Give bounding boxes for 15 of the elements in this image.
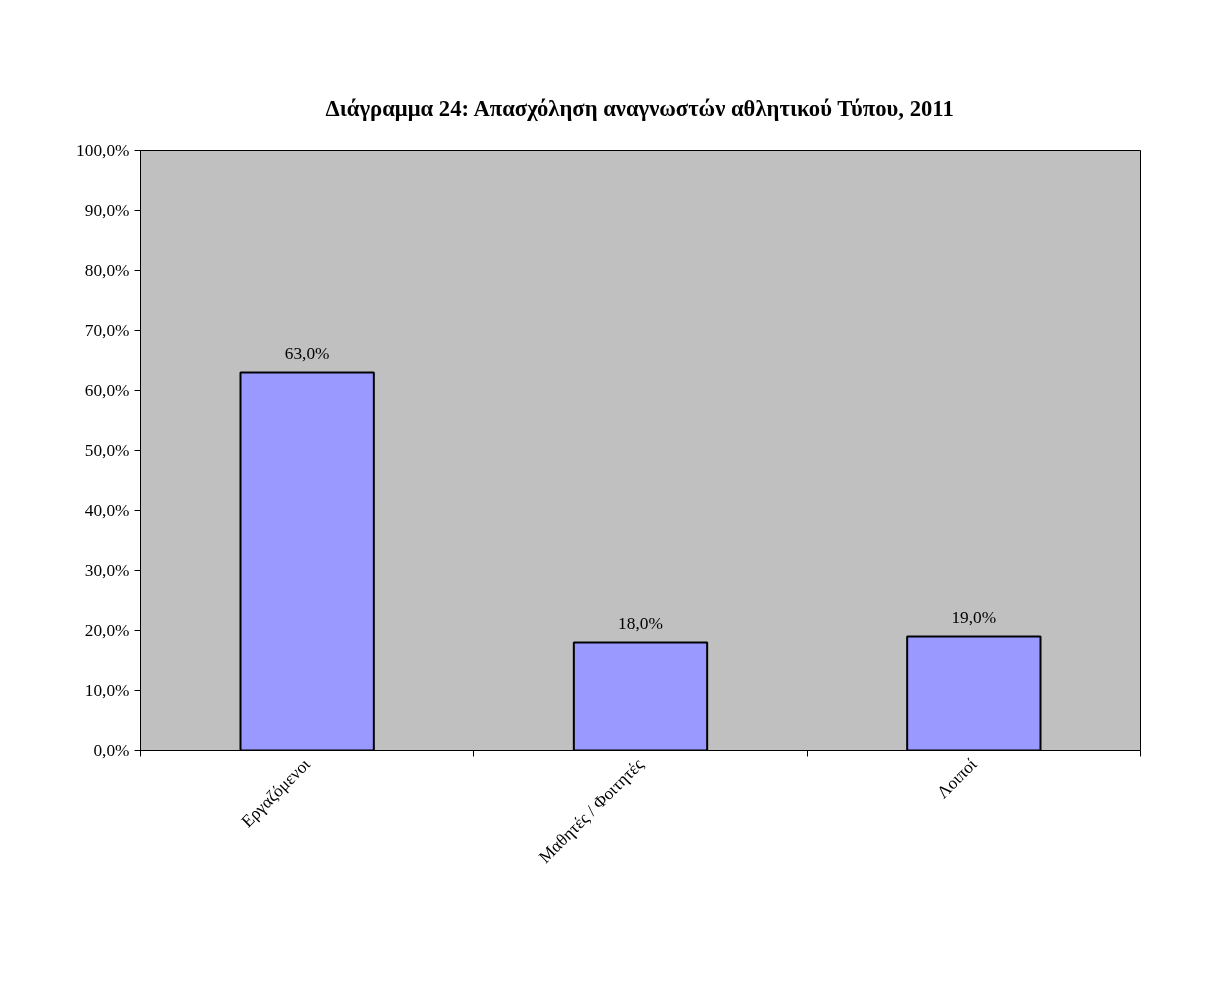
y-tick-label: 60,0% xyxy=(84,381,130,400)
y-tick-label: 80,0% xyxy=(84,261,130,280)
y-tick-label: 10,0% xyxy=(84,681,130,700)
y-tick-label: 40,0% xyxy=(84,501,130,520)
y-tick-label: 20,0% xyxy=(84,621,130,640)
y-tick-label: 50,0% xyxy=(84,441,130,460)
y-tick-label: 70,0% xyxy=(84,321,130,340)
chart-title: Διάγραμμα 24: Απασχόληση αναγνωστών αθλητικού Τύπου, 2011 xyxy=(325,95,954,121)
y-tick-label: 30,0% xyxy=(84,561,130,580)
data-label: 18,0% xyxy=(618,613,663,633)
y-tick-label: 100,0% xyxy=(76,141,130,160)
data-label: 63,0% xyxy=(284,343,330,363)
data-label: 19,0% xyxy=(951,607,997,627)
y-tick-label: 0,0% xyxy=(93,741,130,760)
y-tick-label: 90,0% xyxy=(84,201,130,220)
